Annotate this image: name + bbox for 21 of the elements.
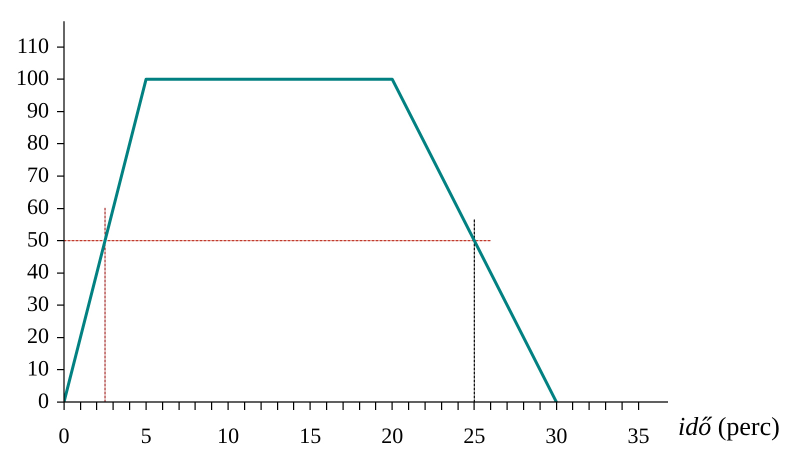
x-tick-label: 30: [545, 422, 568, 448]
y-tick-label: 50: [27, 226, 49, 252]
x-tick-label: 0: [58, 422, 70, 448]
x-tick-label: 35: [627, 422, 650, 448]
x-tick-label: 5: [140, 422, 152, 448]
y-tick-label: 30: [27, 290, 49, 316]
y-tick-label: 0: [38, 388, 49, 413]
y-tick-label: 60: [27, 194, 49, 220]
x-tick-label: 10: [217, 422, 240, 448]
y-tick-label: 110: [16, 32, 49, 58]
y-tick-label: 90: [27, 97, 49, 122]
y-tick-label: 80: [27, 130, 49, 155]
x-tick-label: 20: [381, 422, 404, 448]
y-tick-label: 40: [27, 258, 49, 284]
x-axis-title: idő (perc): [678, 412, 780, 442]
x-tick-label: 25: [463, 422, 486, 448]
y-tick-label: 10: [27, 356, 49, 381]
y-tick-label: 20: [27, 323, 49, 348]
y-tick-label: 100: [16, 65, 49, 90]
x-tick-label: 15: [299, 422, 322, 448]
y-tick-label: 70: [27, 162, 49, 187]
